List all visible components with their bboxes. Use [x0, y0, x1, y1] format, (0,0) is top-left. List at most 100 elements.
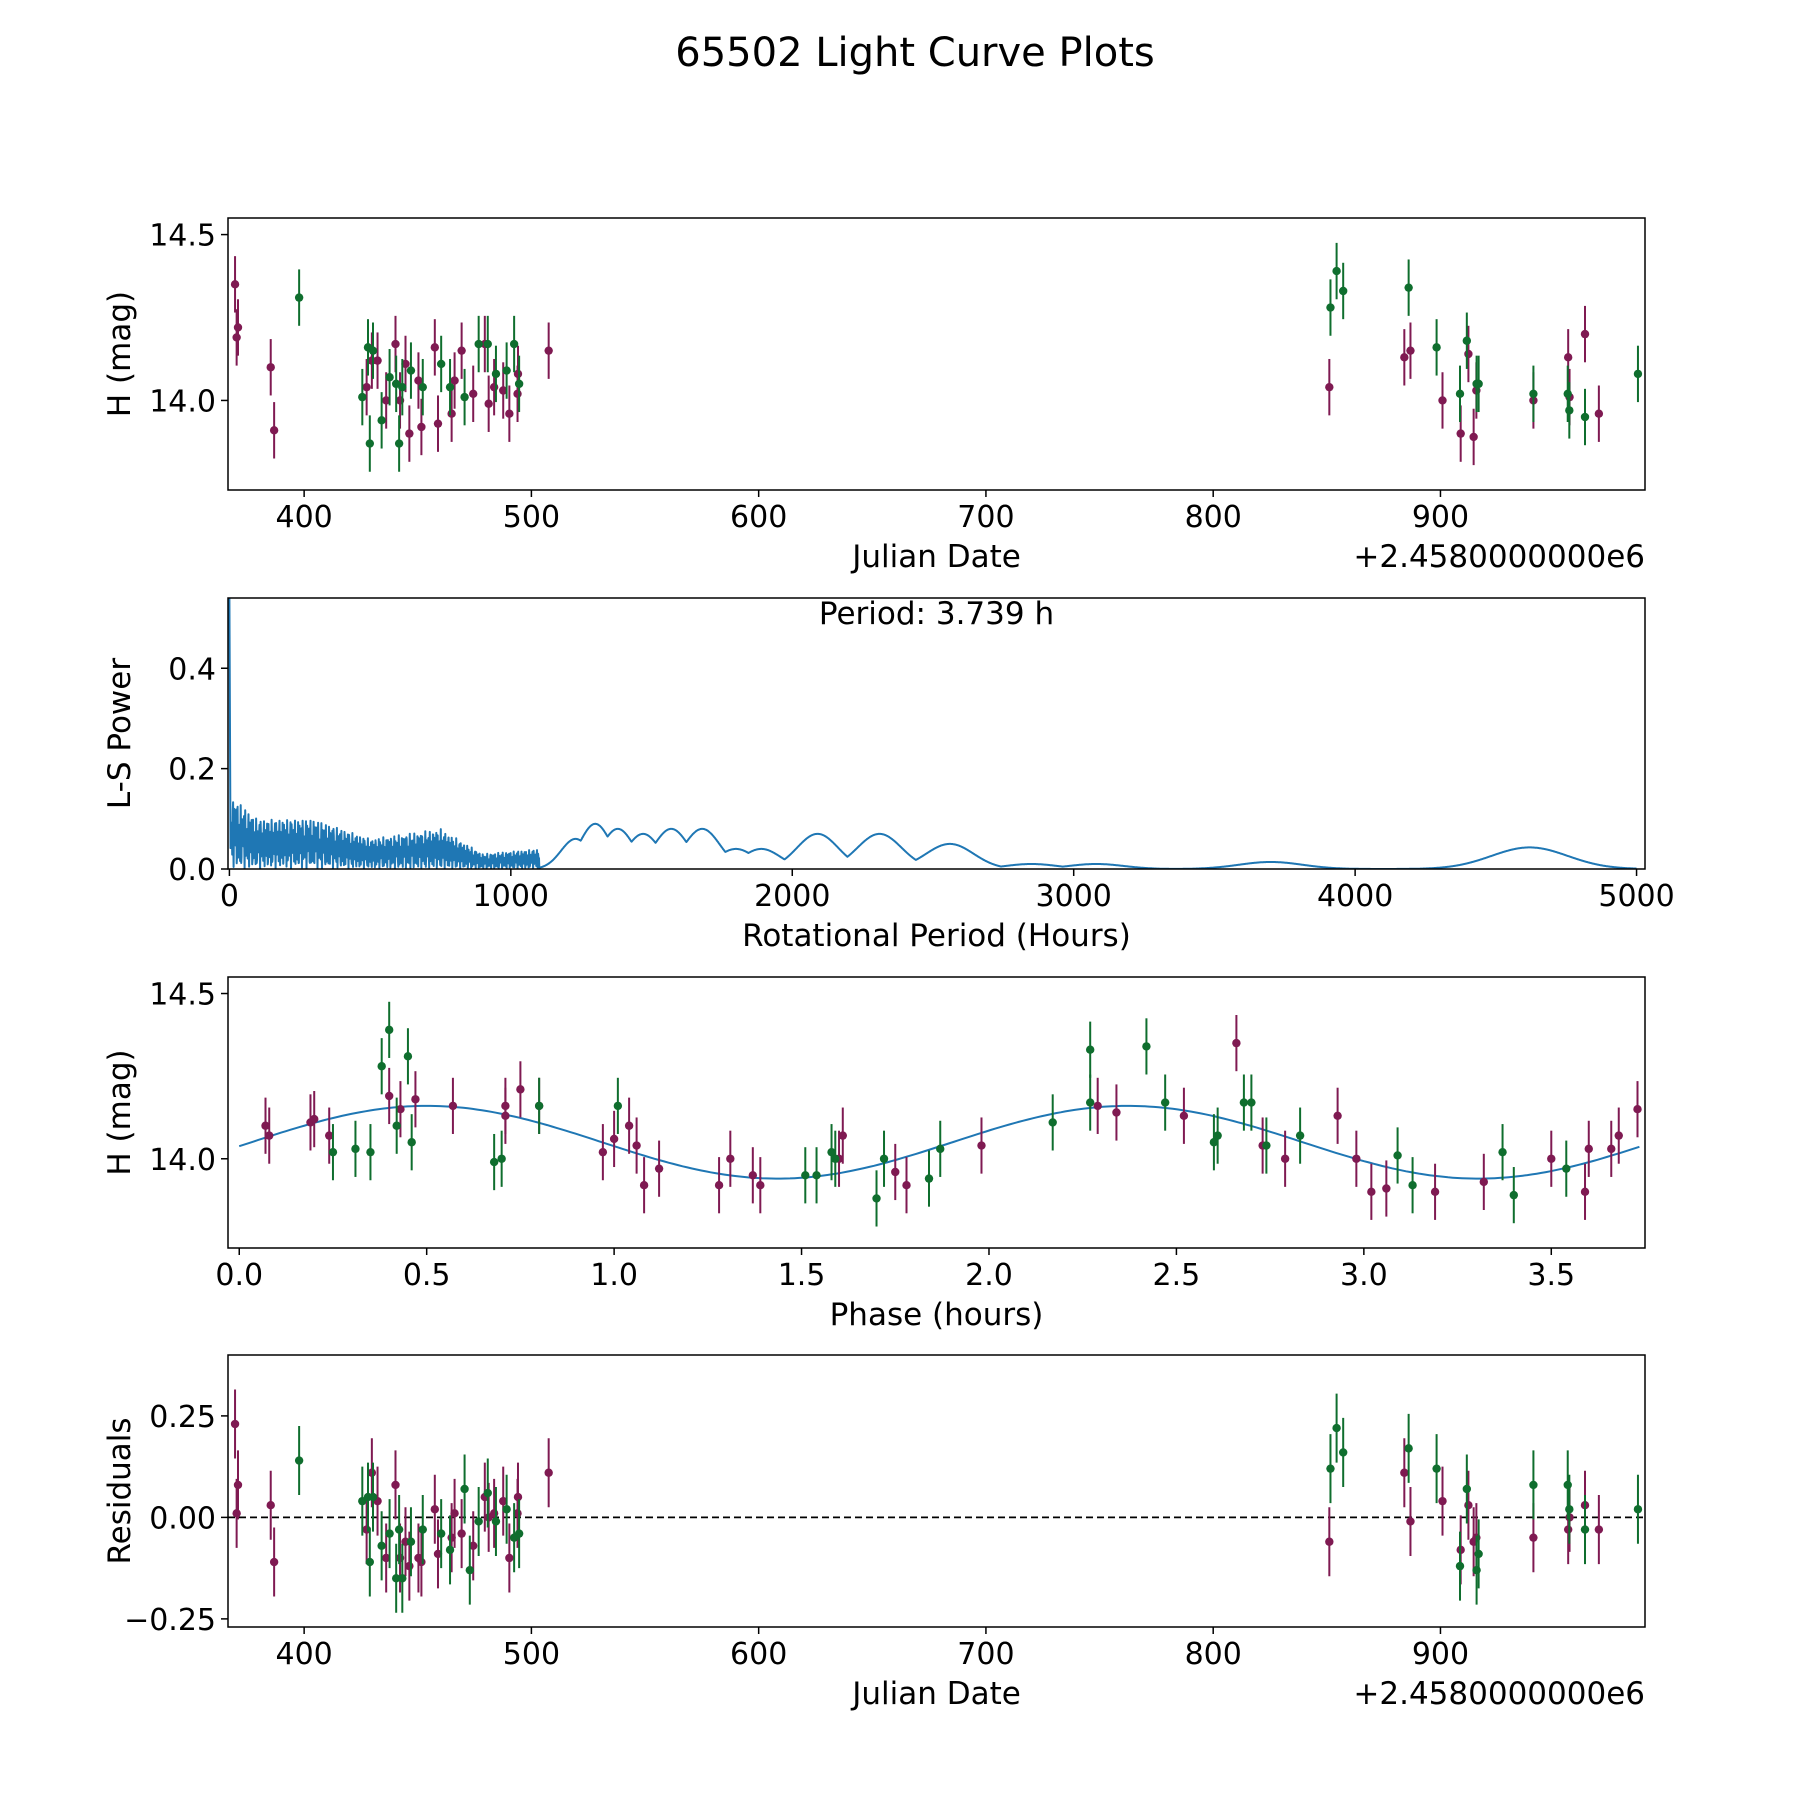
- periodogram-plot-frame: [227, 597, 1646, 870]
- residuals-data-point: [1580, 1525, 1590, 1534]
- lightcurve-data-point: [430, 343, 440, 352]
- phased-data-point: [516, 1085, 525, 1094]
- lightcurve-x-offset-label: +2.4580000000e6: [1353, 539, 1645, 575]
- phased-data-point: [872, 1194, 881, 1203]
- phased-data-point: [1382, 1184, 1391, 1193]
- residuals-data-point: [1400, 1468, 1409, 1477]
- phased-data-point: [407, 1138, 416, 1147]
- phased-data-point: [1247, 1098, 1256, 1107]
- residuals-data-point: [514, 1529, 524, 1538]
- periodogram-x-tick-label: 1000: [473, 879, 549, 914]
- phased-data-point: [879, 1154, 889, 1163]
- phased-data-point: [1607, 1144, 1616, 1154]
- phased-data-point: [609, 1134, 619, 1144]
- phased-data-point: [351, 1144, 360, 1154]
- phased-data-point: [748, 1171, 758, 1180]
- lightcurve-data-point: [368, 346, 378, 355]
- phased-marks: [238, 1001, 1642, 1227]
- residuals-x-tick-label: 800: [1185, 1637, 1242, 1672]
- phased-x-tick-label: 3.5: [1527, 1258, 1575, 1293]
- phased-data-point: [1498, 1147, 1507, 1157]
- phased-x-tick-label: 3.0: [1340, 1258, 1388, 1293]
- lightcurve-data-point: [460, 392, 469, 402]
- residuals-data-point: [1326, 1464, 1335, 1473]
- residuals-data-point: [1633, 1505, 1643, 1514]
- phased-data-point: [403, 1052, 413, 1061]
- residuals-data-point: [1529, 1533, 1538, 1542]
- residuals-data-point: [377, 1541, 386, 1551]
- lightcurve-panel: 400 500 600 700 800 900 14.0 14.5 Julian Date H…: [102, 217, 1646, 575]
- residuals-x-tick-label: 700: [957, 1637, 1014, 1672]
- residuals-data-point: [544, 1468, 553, 1477]
- phased-data-point: [1232, 1038, 1241, 1048]
- lightcurve-data-point: [1633, 369, 1643, 379]
- lightcurve-data-point: [1563, 389, 1572, 399]
- residuals-data-point: [405, 1561, 414, 1571]
- lightcurve-data-point: [1594, 409, 1604, 418]
- phased-data-point: [1352, 1154, 1361, 1163]
- residuals-data-point: [1565, 1505, 1574, 1514]
- lightcurve-data-point: [1404, 283, 1413, 292]
- residuals-data-point: [499, 1496, 508, 1506]
- residuals-data-point: [1338, 1448, 1348, 1457]
- lightcurve-data-point: [1563, 353, 1573, 362]
- lightcurve-data-point: [1565, 406, 1574, 415]
- phased-data-point: [489, 1157, 499, 1167]
- phased-data-point: [411, 1095, 420, 1104]
- lightcurve-data-point: [502, 366, 511, 375]
- lightcurve-data-point: [457, 346, 466, 355]
- residuals-data-point: [460, 1484, 469, 1494]
- residuals-data-point: [1455, 1561, 1465, 1571]
- lightcurve-data-point: [436, 359, 446, 369]
- residuals-ticks: 400 500 600 700 800 900 −0.25 0.00 0.25: [124, 1400, 1469, 1672]
- lightcurve-y-tick-label: 14.0: [149, 384, 216, 419]
- phased-data-point: [1509, 1190, 1518, 1200]
- residuals-data-point: [233, 1480, 243, 1490]
- phased-data-point: [1633, 1104, 1642, 1114]
- lightcurve-data-point: [233, 323, 243, 332]
- lightcurve-x-tick-label: 600: [730, 500, 787, 535]
- phased-data-point: [1179, 1111, 1189, 1121]
- residuals-data-point: [365, 1557, 375, 1567]
- periodogram-x-tick-label: 4000: [1317, 879, 1393, 914]
- phased-data-point: [392, 1121, 401, 1130]
- residuals-y-tick-label: −0.25: [124, 1603, 216, 1638]
- phased-data-point: [1580, 1187, 1590, 1197]
- phased-data-point: [831, 1154, 840, 1163]
- lightcurve-data-point: [418, 382, 427, 392]
- period-annotation: Period: 3.739 h: [819, 596, 1054, 632]
- residuals-x-tick-label: 400: [276, 1637, 333, 1672]
- residuals-data-point: [391, 1574, 401, 1583]
- phased-data-point: [977, 1141, 986, 1150]
- phased-data-point: [838, 1131, 847, 1140]
- phased-data-point: [726, 1154, 735, 1163]
- residuals-data-point: [1529, 1480, 1538, 1490]
- lightcurve-data-point: [1406, 346, 1415, 355]
- lightcurve-data-point: [381, 396, 391, 405]
- phased-data-point: [1430, 1187, 1440, 1197]
- residuals-marks: [228, 1389, 1645, 1613]
- residuals-x-tick-label: 900: [1412, 1637, 1469, 1672]
- lightcurve-data-point: [450, 376, 459, 385]
- residuals-data-point: [1563, 1480, 1572, 1490]
- phased-data-point: [1408, 1181, 1417, 1190]
- phased-data-point: [1142, 1042, 1151, 1051]
- lightcurve-data-point: [269, 426, 279, 435]
- lightcurve-data-point: [1455, 389, 1465, 399]
- phased-data-point: [827, 1147, 836, 1157]
- figure-title: 65502 Light Curve Plots: [675, 30, 1154, 76]
- residuals-data-point: [269, 1557, 279, 1567]
- periodogram-x-axis-label: Rotational Period (Hours): [742, 918, 1131, 954]
- lightcurve-data-point: [489, 382, 499, 392]
- lightcurve-x-axis-label: Julian Date: [850, 539, 1021, 575]
- lightcurve-data-point: [483, 339, 492, 349]
- lightcurve-x-tick-label: 900: [1412, 500, 1469, 535]
- residuals-data-point: [1325, 1537, 1334, 1546]
- residuals-data-point: [457, 1529, 466, 1538]
- lightcurve-data-point: [373, 356, 382, 365]
- phased-y-tick-label: 14.0: [149, 1143, 216, 1178]
- lightcurve-data-point: [1529, 389, 1538, 399]
- residuals-data-point: [381, 1553, 391, 1563]
- phased-y-tick-label: 14.5: [149, 978, 216, 1013]
